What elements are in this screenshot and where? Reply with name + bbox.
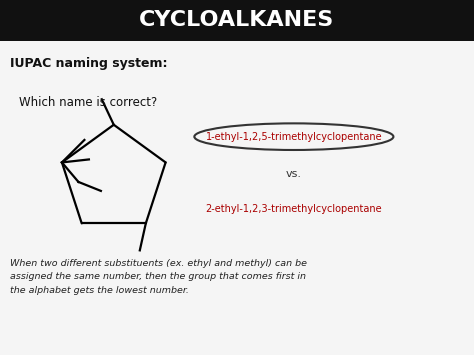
FancyBboxPatch shape [0, 0, 474, 41]
Text: 2-ethyl-1,2,3-trimethylcyclopentane: 2-ethyl-1,2,3-trimethylcyclopentane [206, 204, 382, 214]
Text: 1-ethyl-1,2,5-trimethylcyclopentane: 1-ethyl-1,2,5-trimethylcyclopentane [206, 132, 382, 142]
Text: vs.: vs. [286, 169, 302, 179]
Text: CYCLOALKANES: CYCLOALKANES [139, 10, 335, 31]
Text: When two different substituents (ex. ethyl and methyl) can be
assigned the same : When two different substituents (ex. eth… [10, 259, 308, 295]
Text: IUPAC naming system:: IUPAC naming system: [10, 58, 168, 70]
Text: Which name is correct?: Which name is correct? [19, 97, 157, 109]
